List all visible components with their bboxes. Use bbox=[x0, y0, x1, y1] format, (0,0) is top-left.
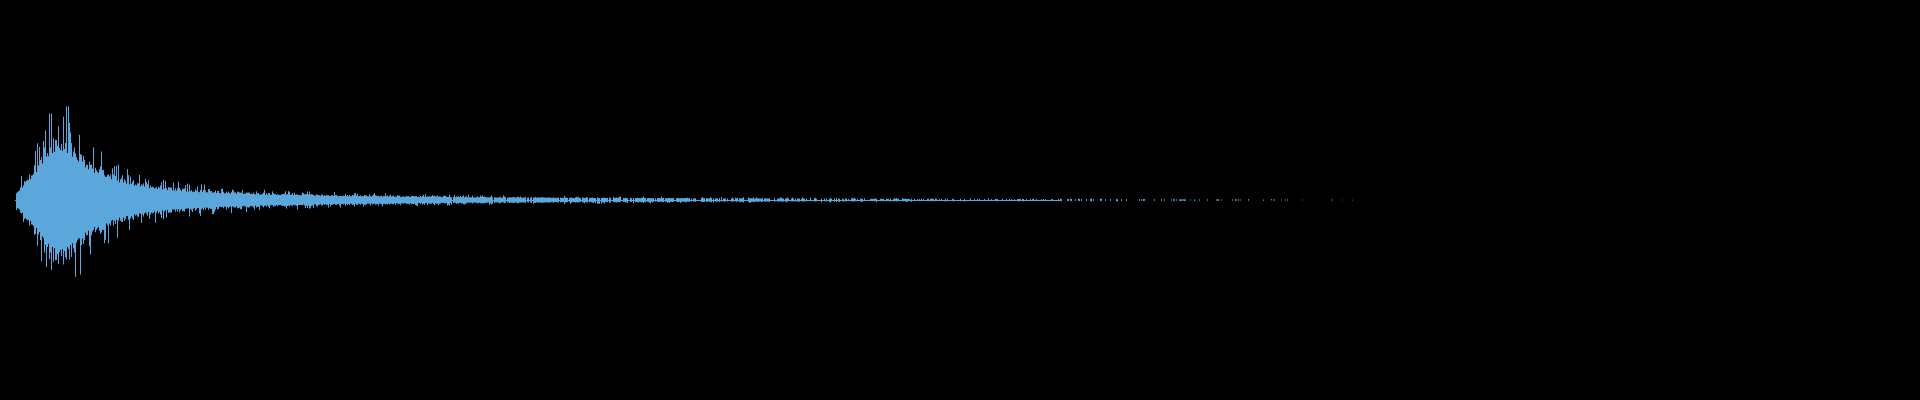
audio-waveform-canvas[interactable] bbox=[0, 0, 1920, 400]
waveform-viewer bbox=[0, 0, 1920, 400]
